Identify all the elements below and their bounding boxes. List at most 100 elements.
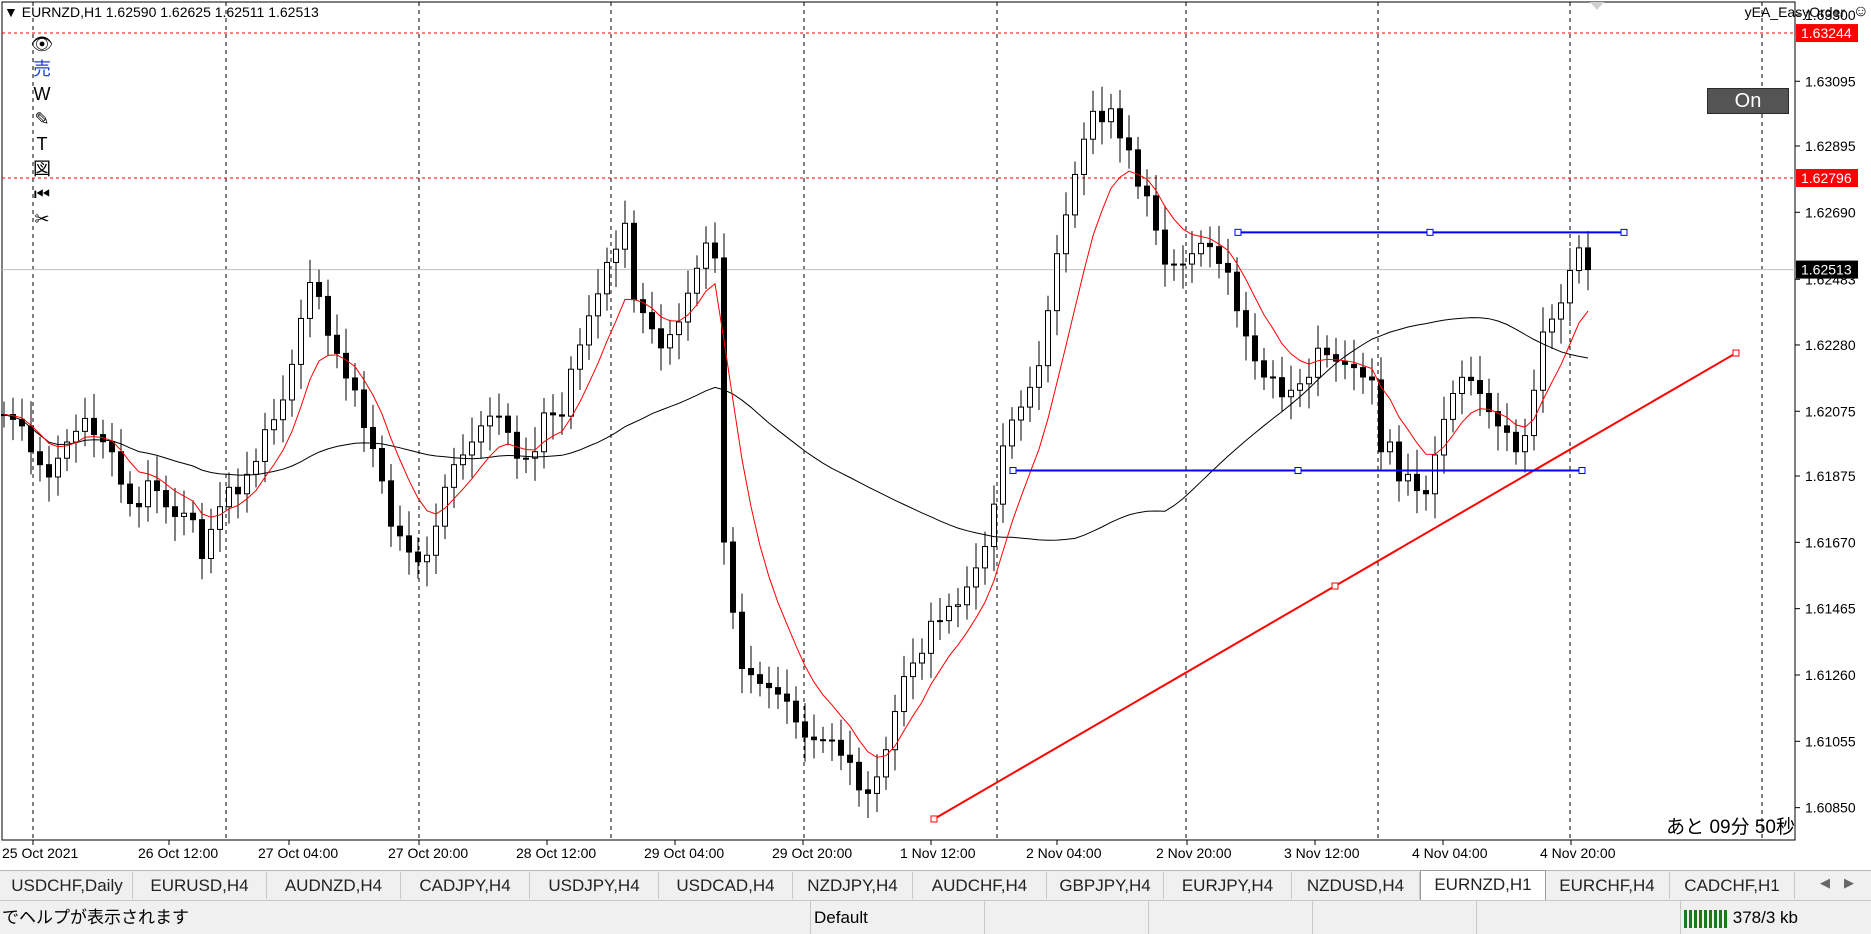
diagram-icon[interactable]: 図	[33, 159, 51, 179]
tab-eurusd-h4[interactable]: EURUSD,H4	[133, 872, 267, 899]
candle-body	[388, 480, 394, 527]
candle-body	[883, 749, 889, 778]
channel-handle	[1578, 467, 1586, 475]
tab-gbpjpy-h4[interactable]: GBPJPY,H4	[1047, 872, 1164, 899]
text-icon[interactable]: T	[36, 134, 48, 154]
time-tick-label: 4 Nov 20:00	[1540, 845, 1616, 861]
price-tick-label: 1.62075	[1805, 403, 1856, 419]
candle-body	[541, 412, 547, 453]
candle-body	[1261, 360, 1267, 378]
candle-body	[424, 554, 430, 563]
candle-body	[199, 519, 205, 560]
on-button[interactable]: On	[1707, 88, 1789, 114]
status-empty-3	[1314, 901, 1477, 934]
tab-audchf-h4[interactable]: AUDCHF,H4	[913, 872, 1047, 899]
candle-body	[946, 605, 952, 622]
tab-cadchf-h1[interactable]: CADCHF,H1	[1670, 872, 1795, 899]
candle-body	[1585, 247, 1591, 271]
status-bar: でヘルプが表示されます Default 378/3 kb	[0, 900, 1871, 934]
candle-body	[595, 293, 601, 317]
candle-body	[370, 426, 376, 450]
candle-body	[1342, 360, 1348, 365]
tab-nzdjpy-h4[interactable]: NZDJPY,H4	[793, 872, 913, 899]
time-tick-label: 27 Oct 20:00	[388, 845, 468, 861]
candle-body	[307, 282, 313, 319]
rewind-icon[interactable]: ⏮	[33, 184, 51, 204]
candle-body	[1378, 379, 1384, 453]
chart-area[interactable]: 25 Oct 2021 26 Oct 12:00 27 Oct 04:00 27 Oc…	[0, 0, 1871, 870]
candle-body	[262, 429, 268, 462]
candle-body	[46, 464, 52, 478]
candle-body	[1117, 108, 1123, 139]
candle-body	[217, 506, 223, 530]
pencil-icon[interactable]: ✎	[34, 109, 50, 129]
candle-body	[757, 674, 763, 684]
price-label: 1.62796	[1801, 170, 1852, 186]
tab-scroll-right-icon[interactable]: ▶	[1844, 875, 1854, 890]
candle-body	[1324, 347, 1330, 356]
candle-body	[649, 312, 655, 330]
tab-scroll-left-icon[interactable]: ◀	[1820, 875, 1830, 890]
candle-body	[811, 736, 817, 741]
candle-body	[1108, 108, 1114, 123]
price-tick-label: 1.61465	[1805, 601, 1856, 617]
candle-body	[1234, 271, 1240, 312]
tab-eurjpy-h4[interactable]: EURJPY,H4	[1164, 872, 1292, 899]
ea-name: yEA_EasyOrder	[1744, 4, 1845, 20]
candle-body	[1396, 441, 1402, 482]
candle-body	[451, 464, 457, 488]
candle-body	[1252, 335, 1258, 362]
tab-eurchf-h4[interactable]: EURCHF,H4	[1545, 872, 1670, 899]
smiley-icon[interactable]: ☺	[1852, 3, 1869, 20]
tab-usdcad-h4[interactable]: USDCAD,H4	[659, 872, 793, 899]
traffic-text: 378/3 kb	[1732, 908, 1798, 927]
plot-frame	[1, 1, 1796, 841]
candle-body	[910, 662, 916, 678]
tab-usdjpy-h4[interactable]: USDJPY,H4	[530, 872, 659, 899]
tab-cadjpy-h4[interactable]: CADJPY,H4	[401, 872, 530, 899]
candle-body	[1540, 331, 1546, 391]
profile-name: Default	[812, 901, 985, 934]
price-tick-label: 1.61260	[1805, 667, 1856, 683]
candle-body	[685, 292, 691, 323]
scissors-icon[interactable]: ✂	[34, 209, 50, 229]
candle-body	[766, 682, 772, 689]
channel-handle	[1009, 467, 1017, 475]
time-tick-label: 28 Oct 12:00	[516, 845, 596, 861]
chart-title: ▼ EURNZD,H1 1.62590 1.62625 1.62511 1.62…	[4, 4, 319, 20]
w-icon[interactable]: W	[33, 84, 51, 104]
bar-countdown: あと 09分 50秒	[1666, 817, 1795, 838]
candle-body	[271, 419, 277, 431]
candle-body	[1189, 253, 1195, 265]
candle-body	[1558, 302, 1564, 320]
candle-body	[1135, 149, 1141, 187]
tab-eurnzd-h1[interactable]: EURNZD,H1	[1420, 870, 1546, 900]
tab-usdchf-daily[interactable]: USDCHF,Daily	[2, 872, 133, 899]
time-tick-label: 2 Nov 04:00	[1026, 845, 1102, 861]
candle-body	[1279, 377, 1285, 398]
candle-body	[775, 687, 781, 695]
price-label-box	[1796, 260, 1858, 279]
tab-audnzd-h4[interactable]: AUDNZD,H4	[267, 872, 401, 899]
candle-body	[334, 334, 340, 354]
tab-nzdusd-h4[interactable]: NZDUSD,H4	[1292, 872, 1420, 899]
price-chart[interactable]: 25 Oct 2021 26 Oct 12:00 27 Oct 04:00 27 Oc…	[0, 0, 1871, 870]
candle-body	[1072, 173, 1078, 216]
price-tick-label: 1.62690	[1805, 204, 1856, 220]
candle-body	[991, 503, 997, 548]
candle-body	[865, 789, 871, 794]
sell-icon[interactable]: 売	[33, 59, 51, 79]
candle-body	[55, 457, 61, 478]
candle-body	[406, 535, 412, 553]
status-empty-1	[986, 901, 1149, 934]
dropdown-triangle-icon[interactable]: ▼	[4, 4, 18, 20]
eye-icon[interactable]: 👁	[30, 34, 54, 54]
candle-body	[1369, 376, 1375, 381]
candle-body	[181, 512, 187, 517]
candle-body	[793, 700, 799, 723]
chart-tabs-bar: USDCHF,Daily EURUSD,H4 AUDNZD,H4 CADJPY,H4 U…	[0, 870, 1871, 901]
candle-body	[1144, 185, 1150, 197]
channel-handle	[1234, 228, 1242, 236]
candle-body	[613, 248, 619, 263]
candle-body	[1081, 138, 1087, 175]
